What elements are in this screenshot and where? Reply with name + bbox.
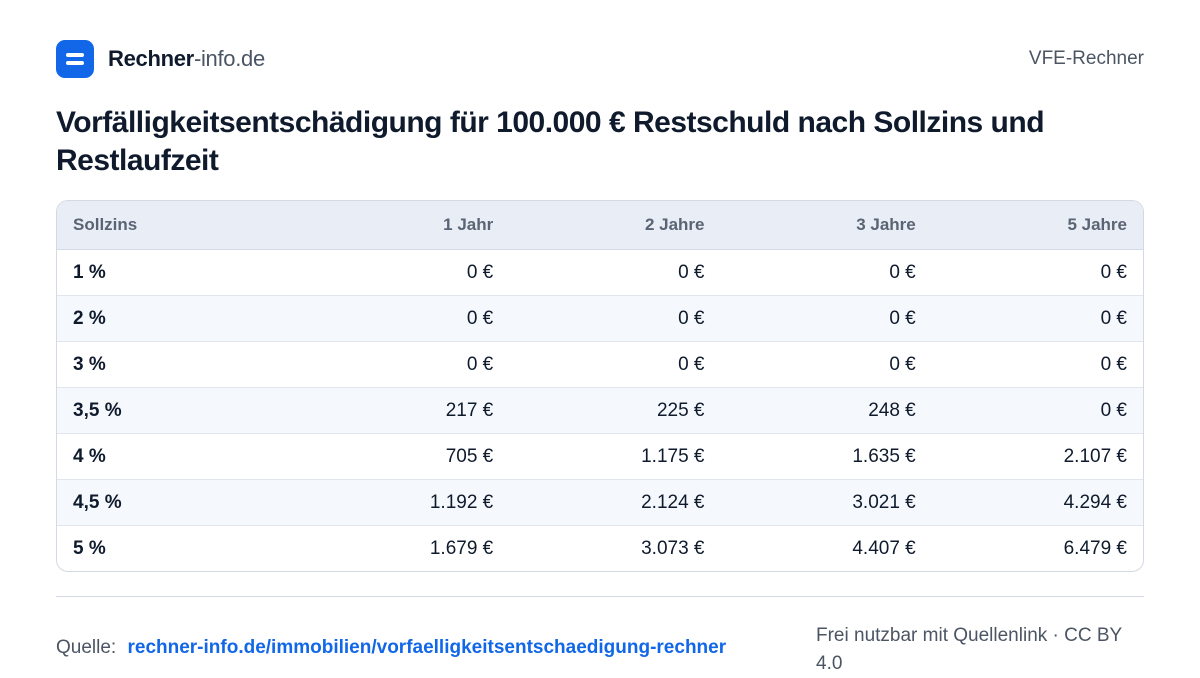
value-cell: 0 € bbox=[509, 295, 721, 342]
value-cell: 0 € bbox=[931, 295, 1143, 342]
column-header-sollzins: Sollzins bbox=[57, 201, 298, 250]
brand-name-strong: Rechner bbox=[108, 46, 194, 71]
table-row: 4,5 % 1.192 € 2.124 € 3.021 € 4.294 € bbox=[57, 479, 1143, 526]
value-cell: 1.635 € bbox=[720, 433, 932, 480]
rate-cell: 5 % bbox=[73, 537, 106, 559]
value-cell: 4.407 € bbox=[852, 537, 916, 559]
table-row: 3,5 % 217 € 225 € 248 € 0 € bbox=[57, 387, 1143, 434]
footer-divider bbox=[56, 596, 1144, 597]
value-cell: 2.107 € bbox=[931, 433, 1143, 480]
value-cell: 217 € bbox=[298, 387, 510, 434]
calculator-label: VFE-Rechner bbox=[1028, 48, 1144, 69]
value-cell: 1.175 € bbox=[509, 433, 721, 480]
brand-name-light: -info.de bbox=[193, 46, 265, 71]
rate-cell: 1 % bbox=[57, 249, 298, 296]
value-cell: 225 € bbox=[509, 387, 721, 434]
value-cell: 0 € bbox=[509, 249, 721, 296]
value-cell: 0 € bbox=[720, 341, 932, 388]
value-cell: 1.679 € bbox=[429, 537, 494, 559]
column-header-2-jahre: 2 Jahre bbox=[509, 201, 721, 250]
value-cell: 0 € bbox=[720, 295, 932, 342]
table-row: 3 % 0 € 0 € 0 € 0 € bbox=[57, 341, 1143, 388]
license-note: Frei nutzbar mit Quellenlink · CC BY 4.0 bbox=[816, 625, 1122, 674]
rate-cell: 3,5 % bbox=[57, 387, 298, 434]
value-cell: 0 € bbox=[298, 295, 510, 342]
page-header: Rechner-info.de VFE-Rechner bbox=[56, 40, 1144, 78]
value-cell: 0 € bbox=[931, 387, 1143, 434]
table-row: 5 % 1.679 € 3.073 € 4.407 € 6.479 € bbox=[57, 526, 1143, 572]
value-cell: 3.073 € bbox=[641, 537, 705, 559]
value-cell: 0 € bbox=[298, 341, 510, 388]
table-row: 1 % 0 € 0 € 0 € 0 € bbox=[57, 249, 1143, 296]
value-cell: 4.294 € bbox=[931, 479, 1143, 526]
rate-cell: 3 % bbox=[57, 341, 298, 388]
brand-logo-icon bbox=[56, 40, 94, 78]
table-header-row: Sollzins 1 Jahr 2 Jahre 3 Jahre 5 Jahre bbox=[57, 201, 1143, 250]
source-label: Quelle: bbox=[56, 637, 117, 658]
value-cell: 6.479 € bbox=[1063, 537, 1127, 559]
table-row: 2 % 0 € 0 € 0 € 0 € bbox=[57, 295, 1143, 342]
source-line: Quelle: rechner-info.de/immobilien/vorfa… bbox=[56, 637, 726, 659]
value-cell: 0 € bbox=[931, 249, 1143, 296]
value-cell: 2.124 € bbox=[509, 479, 721, 526]
rate-cell: 4,5 % bbox=[57, 479, 298, 526]
value-cell: 705 € bbox=[298, 433, 510, 480]
rate-cell: 4 % bbox=[57, 433, 298, 480]
page-footer: Quelle: rechner-info.de/immobilien/vorfa… bbox=[56, 620, 1144, 676]
value-cell: 0 € bbox=[298, 249, 510, 296]
column-header-5-jahre: 5 Jahre bbox=[931, 201, 1143, 250]
column-header-3-jahre: 3 Jahre bbox=[720, 201, 932, 250]
brand[interactable]: Rechner-info.de bbox=[56, 40, 265, 78]
value-cell: 3.021 € bbox=[720, 479, 932, 526]
column-header-1-jahr: 1 Jahr bbox=[298, 201, 510, 250]
brand-name: Rechner-info.de bbox=[108, 46, 265, 72]
results-table-container: Sollzins 1 Jahr 2 Jahre 3 Jahre 5 Jahre … bbox=[56, 200, 1144, 572]
table-row: 4 % 705 € 1.175 € 1.635 € 2.107 € bbox=[57, 433, 1143, 480]
value-cell: 1.192 € bbox=[298, 479, 510, 526]
rate-cell: 2 % bbox=[57, 295, 298, 342]
value-cell: 0 € bbox=[509, 341, 721, 388]
source-link[interactable]: rechner-info.de/immobilien/vorfaelligkei… bbox=[127, 637, 727, 658]
page-title: Vorfälligkeitsentschädigung für 100.000 … bbox=[56, 106, 1045, 177]
results-table: Sollzins 1 Jahr 2 Jahre 3 Jahre 5 Jahre … bbox=[57, 201, 1143, 571]
value-cell: 0 € bbox=[931, 341, 1143, 388]
value-cell: 248 € bbox=[720, 387, 932, 434]
value-cell: 0 € bbox=[720, 249, 932, 296]
